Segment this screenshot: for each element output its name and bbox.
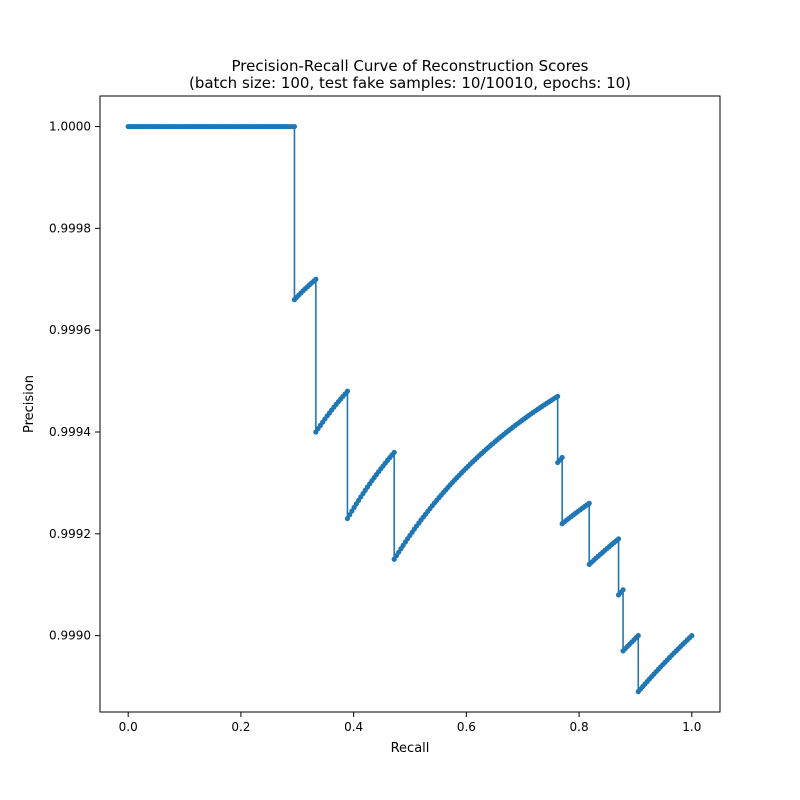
x-tick-label: 1.0 [682,720,701,734]
data-point [313,276,319,282]
y-axis: 0.9990 0.9992 0.9994 0.9996 0.9998 1.0000 [49,120,100,643]
data-point [391,449,397,455]
data-point [291,123,298,130]
y-tick-label: 0.9994 [49,425,91,439]
x-axis: 0.0 0.2 0.4 0.6 0.8 1.0 [119,712,701,734]
x-tick-label: 0.8 [570,720,589,734]
data-point [615,536,622,542]
x-tick-label: 0.6 [457,720,476,734]
plot-area [125,123,695,695]
data-point [620,587,626,593]
x-axis-label: Recall [391,741,430,756]
chart-title: Precision-Recall Curve of Reconstruction… [232,57,589,75]
y-tick-label: 0.9992 [49,527,91,541]
data-point [344,388,351,394]
y-tick-label: 0.9996 [49,323,91,337]
data-point [635,633,641,639]
chart-subtitle: (batch size: 100, test fake samples: 10/… [189,74,631,92]
axes-frame [99,95,721,713]
x-tick-label: 0.2 [231,720,250,734]
data-point [559,454,565,461]
data-point [586,500,592,506]
series-layer [125,123,695,695]
y-axis-label: Precision [22,375,37,433]
y-tick-label: 0.9998 [49,221,91,235]
x-tick-label: 0.4 [344,720,363,734]
x-tick-label: 0.0 [119,720,138,734]
data-point [689,633,695,639]
data-point [344,515,351,522]
data-point [555,393,561,399]
y-tick-label: 0.9990 [49,629,91,643]
y-tick-label: 1.0000 [49,120,91,134]
